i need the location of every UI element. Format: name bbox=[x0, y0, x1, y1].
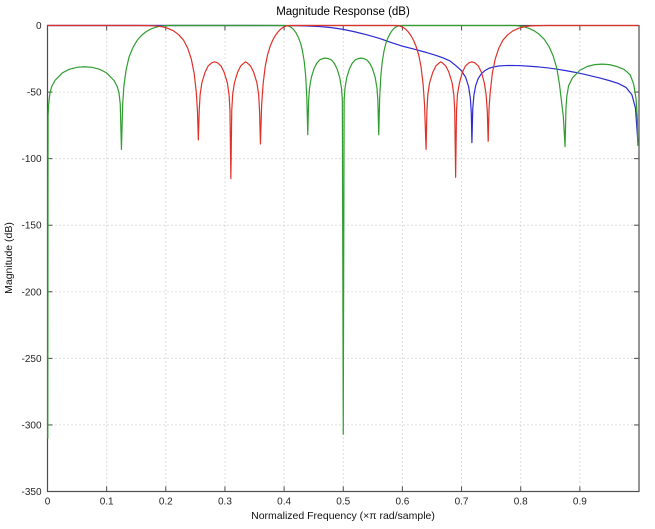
x-tick-label: 0.9 bbox=[573, 497, 587, 508]
x-tick-label: 0.8 bbox=[514, 497, 528, 508]
x-tick-label: 0.5 bbox=[336, 497, 350, 508]
x-tick-label: 0.1 bbox=[100, 497, 114, 508]
x-tick-label: 0.3 bbox=[218, 497, 232, 508]
axis-tick-labels: 0 0.1 0.2 0.3 0.4 0.5 0.6 0.7 0.8 0.9 0 -50 -100 -150… bbox=[21, 21, 587, 508]
x-tick-label: 0 bbox=[45, 497, 51, 508]
chart-title: Magnitude Response (dB) bbox=[276, 6, 410, 18]
series-filter-red bbox=[46, 24, 639, 180]
y-tick-label: -100 bbox=[21, 154, 41, 165]
y-tick-label: -350 bbox=[21, 487, 41, 498]
x-tick-label: 0.2 bbox=[159, 497, 173, 508]
x-tick-label: 0.6 bbox=[395, 497, 409, 508]
y-tick-label: 0 bbox=[36, 21, 42, 32]
x-tick-label: 0.4 bbox=[277, 497, 291, 508]
y-tick-label: -150 bbox=[21, 221, 41, 232]
y-axis-label: Magnitude (dB) bbox=[3, 222, 15, 294]
y-tick-label: -50 bbox=[27, 88, 42, 99]
axis-ticks bbox=[47, 25, 639, 492]
x-axis-label: Normalized Frequency (×π rad/sample) bbox=[251, 510, 435, 522]
y-tick-label: -250 bbox=[21, 354, 41, 365]
series-filter-green bbox=[47, 24, 639, 439]
y-tick-label: -300 bbox=[21, 420, 41, 431]
y-tick-label: -200 bbox=[21, 287, 41, 298]
series-curves bbox=[46, 24, 639, 439]
x-tick-label: 0.7 bbox=[455, 497, 469, 508]
series-filter-blue bbox=[46, 24, 639, 144]
